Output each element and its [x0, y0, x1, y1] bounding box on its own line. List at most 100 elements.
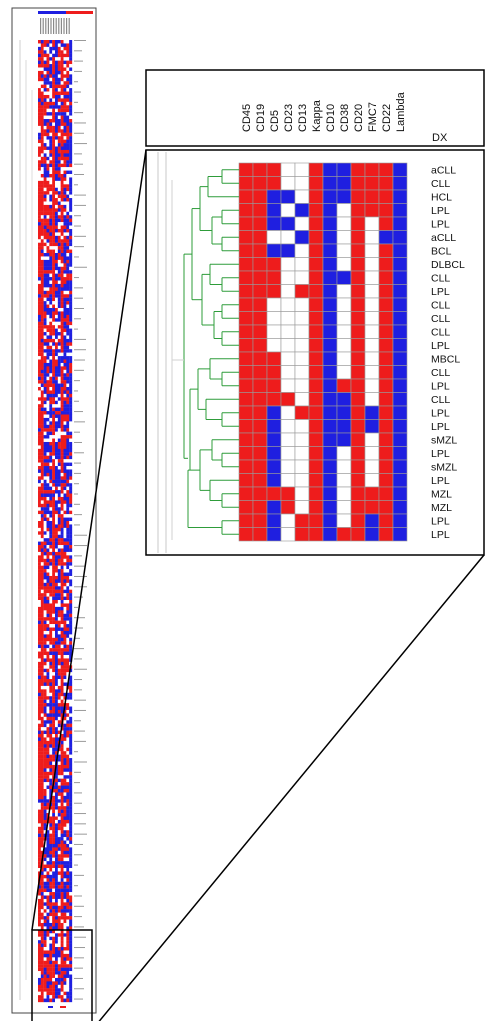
overview-cell: [40, 77, 44, 82]
overview-cell: [69, 180, 73, 185]
overview-cell: [46, 861, 50, 865]
overview-cell: [46, 709, 50, 714]
overview-cell: [69, 885, 73, 889]
overview-cell: [52, 60, 56, 65]
overview-cell: [63, 610, 67, 614]
overview-cell: [55, 957, 58, 961]
overview-cell: [69, 541, 73, 546]
overview-cell: [49, 816, 53, 821]
overview-cell: [43, 909, 47, 913]
overview-cell: [55, 919, 58, 924]
overview-cell: [38, 307, 41, 312]
overview-dx-label-stub: [74, 246, 84, 248]
overview-cell: [40, 610, 44, 614]
overview-cell: [66, 101, 70, 106]
overview-cell: [43, 706, 47, 711]
overview-cell: [49, 771, 53, 776]
overview-cell: [57, 764, 61, 769]
overview-cell: [40, 404, 44, 408]
heatmap-cell: [378, 284, 394, 299]
overview-cell: [46, 108, 50, 113]
overview-cell: [63, 751, 67, 755]
overview-cell: [40, 376, 44, 381]
overview-cell: [57, 527, 61, 532]
overview-cell: [43, 682, 47, 687]
overview-cell: [60, 582, 64, 587]
overview-cell: [63, 826, 67, 831]
overview-cell: [52, 551, 56, 556]
overview-cell: [66, 847, 70, 851]
overview-cell: [40, 380, 44, 384]
diagnosis-label: MBCL: [431, 354, 460, 366]
overview-cell: [60, 208, 64, 212]
overview-cell: [49, 479, 53, 484]
overview-cell: [60, 514, 64, 518]
overview-cell: [52, 273, 56, 278]
heatmap-cell: [252, 446, 268, 461]
overview-cell: [43, 960, 47, 965]
overview-cell: [43, 665, 47, 669]
overview-cell: [63, 338, 67, 343]
overview-cell: [46, 864, 50, 869]
overview-cell: [52, 569, 56, 573]
overview-cell: [66, 929, 70, 934]
heatmap-cell: [308, 230, 324, 245]
overview-cell: [38, 964, 41, 968]
overview-cell: [63, 689, 67, 693]
overview-cell: [43, 771, 47, 776]
overview-cell: [52, 675, 56, 680]
overview-cell: [52, 479, 56, 484]
overview-cell: [40, 703, 44, 707]
overview-cell: [63, 981, 67, 985]
overview-cell: [38, 366, 41, 370]
overview-cell: [66, 294, 70, 298]
overview-cell: [63, 960, 67, 965]
overview-cell: [52, 603, 56, 608]
overview-cell: [57, 881, 61, 886]
overview-cell: [49, 101, 53, 106]
overview-cell: [43, 139, 47, 144]
overview-cell: [46, 462, 50, 467]
overview-cell: [49, 995, 53, 999]
overview-cell: [49, 53, 53, 58]
overview-cell: [43, 177, 47, 182]
overview-cell: [66, 565, 70, 570]
overview-cell: [66, 507, 70, 511]
overview-cell: [43, 304, 47, 309]
overview-cell: [49, 768, 53, 772]
overview-cell: [43, 847, 47, 851]
overview-cell: [43, 675, 47, 680]
overview-dx-label-stub: [74, 627, 83, 629]
overview-cell: [55, 909, 58, 913]
overview-cell: [52, 122, 56, 127]
overview-cell: [63, 957, 67, 961]
overview-cell: [57, 661, 61, 666]
overview-cell: [38, 782, 41, 786]
overview-cell: [57, 792, 61, 797]
overview-cell: [52, 218, 56, 223]
overview-cell: [49, 136, 53, 140]
overview-cell: [66, 727, 70, 731]
overview-cell: [52, 311, 56, 316]
overview-cell: [46, 960, 50, 965]
overview-cell: [52, 373, 56, 377]
overview-cell: [52, 253, 56, 257]
overview-cell: [55, 407, 58, 412]
overview-cell: [69, 878, 73, 882]
overview-cell: [38, 222, 41, 226]
overview-cell: [49, 431, 53, 436]
overview-cell: [46, 692, 50, 697]
overview-cell: [63, 232, 67, 236]
overview-dx-label-stub: [74, 184, 78, 186]
overview-cell: [66, 898, 70, 903]
heatmap-cell: [336, 216, 352, 231]
overview-cell: [52, 933, 56, 937]
overview-cell: [43, 885, 47, 889]
heatmap-cell: [238, 243, 254, 258]
overview-cell: [63, 788, 67, 793]
marker-header-frame: [145, 69, 485, 147]
overview-cell: [52, 84, 56, 89]
overview-cell: [55, 864, 58, 869]
overview-cell: [57, 524, 61, 529]
overview-cell: [66, 67, 70, 72]
